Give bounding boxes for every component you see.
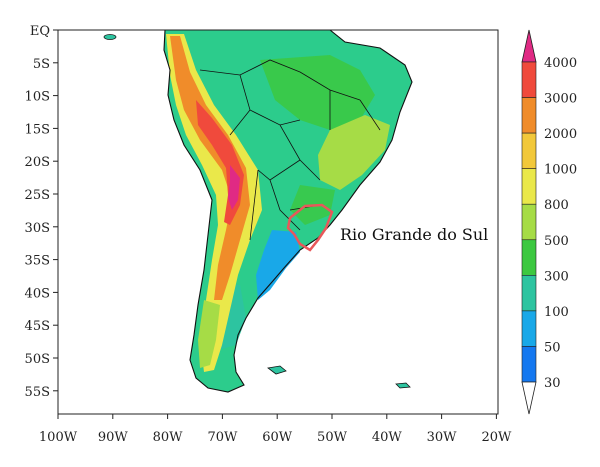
lat-tick-label: 35S: [25, 254, 50, 269]
andes-magenta: [228, 165, 240, 210]
colorbar-swatch: [521, 275, 537, 312]
colorbar-top-arrow: [521, 29, 537, 63]
lat-tick-label: 40S: [25, 286, 50, 301]
galapagos-islands: [103, 34, 117, 40]
longitude-axis: 100W 90W 80W 70W 60W 50W 40W 30W 20W: [39, 414, 512, 445]
lat-tick-label: 25S: [25, 188, 50, 203]
colorbar-level-label: 500: [544, 234, 569, 249]
lon-tick-label: 90W: [98, 430, 129, 445]
lat-tick-label: 30S: [25, 221, 50, 236]
colorbar-level-label: 50: [544, 340, 561, 355]
latitude-axis: EQ 5S 10S 15S 20S 25S 30S 35S 40S 45S 50S 55S: [25, 24, 58, 400]
colorbar-swatch: [521, 239, 537, 276]
andes-orange: [170, 36, 250, 300]
lat-tick-label: 45S: [25, 319, 50, 334]
elevation-colorbar: 4000 3000 2000 1000 800 500 300 100 50 30: [521, 29, 577, 415]
lat-tick-label: 55S: [25, 385, 50, 400]
colorbar-level-label: 300: [544, 269, 569, 284]
lon-tick-label: 40W: [372, 430, 403, 445]
lon-tick-label: 30W: [427, 430, 458, 445]
colorbar-swatch: [521, 310, 537, 347]
map-frame: [57, 29, 499, 415]
colorbar-level-label: 2000: [544, 127, 577, 142]
brazil-highlands: [318, 115, 390, 190]
colorbar-swatch: [521, 132, 537, 169]
southern-andes: [198, 300, 220, 368]
colorbar-level-label: 1000: [544, 163, 577, 178]
lat-tick-label: 5S: [33, 57, 50, 72]
lat-tick-label: 20S: [25, 155, 50, 170]
interior-green-patch: [260, 55, 375, 130]
lat-tick-label: EQ: [30, 24, 50, 39]
lat-tick-label: 50S: [25, 352, 50, 367]
lon-tick-label: 80W: [153, 430, 184, 445]
lat-tick-label: 10S: [25, 90, 50, 105]
colorbar-level-label: 100: [544, 305, 569, 320]
colorbar-swatch: [521, 346, 537, 383]
falkland-islands: [267, 365, 287, 375]
colorbar-swatch: [521, 168, 537, 205]
coastline: [163, 30, 413, 393]
colorbar-level-label: 4000: [544, 56, 577, 71]
colorbar-level-label: 30: [544, 376, 561, 391]
colorbar-swatch: [521, 97, 537, 134]
lat-tick-label: 15S: [25, 122, 50, 137]
lon-tick-label: 20W: [481, 430, 512, 445]
lon-tick-label: 60W: [262, 430, 293, 445]
pampas-lowland: [256, 230, 300, 300]
lon-tick-label: 100W: [39, 430, 78, 445]
colorbar-level-label: 800: [544, 198, 569, 213]
rio-grande-do-sul-label: Rio Grande do Sul: [340, 225, 488, 244]
colorbar-swatch: [521, 61, 537, 98]
rio-grande-do-sul-outline: [286, 203, 334, 252]
colorbar-swatch: [521, 203, 537, 241]
lon-tick-label: 50W: [317, 430, 348, 445]
south-america-landmass: [103, 30, 413, 393]
colorbar-level-label: 3000: [544, 92, 577, 107]
colorbar-bottom-arrow: [521, 381, 537, 415]
south-georgia: [395, 382, 411, 389]
lon-tick-label: 70W: [207, 430, 238, 445]
